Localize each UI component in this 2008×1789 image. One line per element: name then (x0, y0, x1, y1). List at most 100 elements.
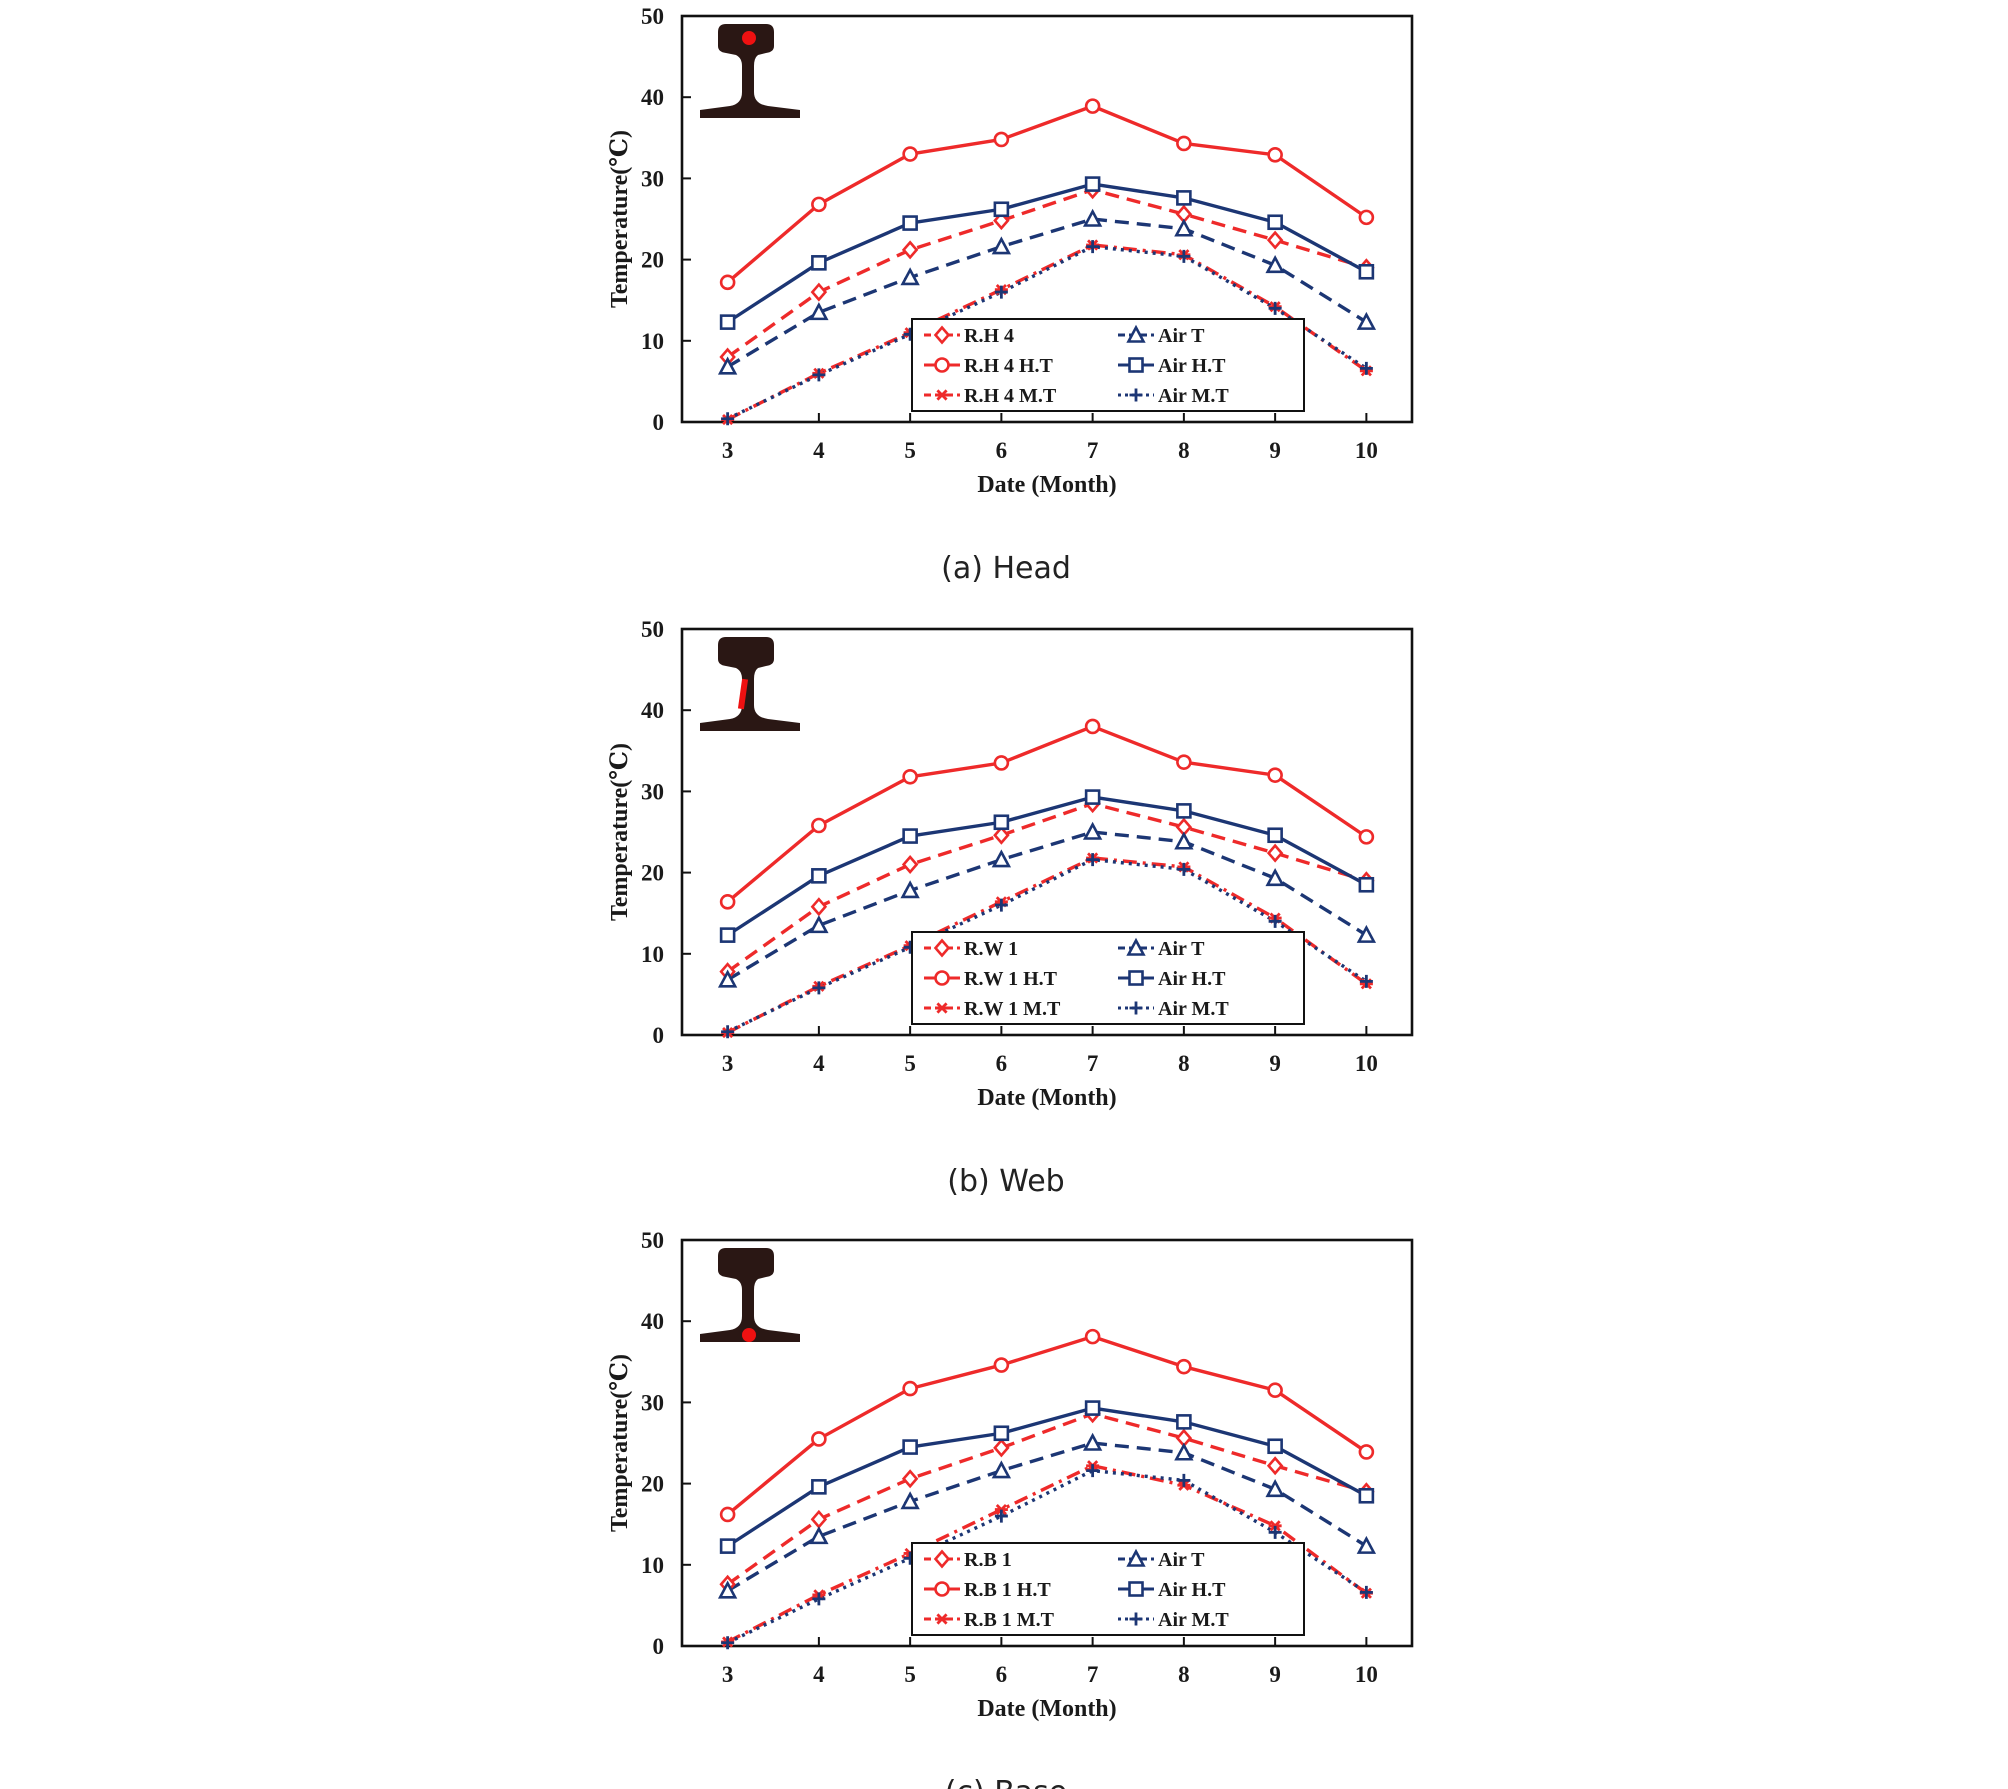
legend-label: Air T (1158, 1549, 1205, 1571)
series-line-4 (726, 1406, 1368, 1548)
series-line-2 (726, 217, 1368, 369)
data-point-3 (719, 274, 736, 291)
data-point-2 (1174, 218, 1194, 237)
x-tick-label: 3 (722, 1662, 734, 1687)
legend-marker (935, 1613, 949, 1625)
plot-frame (680, 1238, 1414, 1648)
x-tick-label: 8 (1178, 438, 1190, 463)
data-point-1 (901, 1469, 919, 1489)
data-point-2 (717, 1580, 738, 1599)
legend-label: R.B 1 H.T (964, 1579, 1051, 1601)
x-tick-label: 4 (813, 1662, 825, 1687)
data-point-2 (900, 267, 920, 286)
x-tick-label: 10 (1355, 1051, 1378, 1076)
data-point-2 (809, 915, 829, 934)
data-point-1 (901, 240, 919, 260)
data-point-6 (1177, 249, 1191, 263)
panel-caption: (c) Base (945, 1775, 1068, 1789)
data-point-3 (811, 817, 827, 834)
y-axis-label: Temperature(℃) (607, 743, 633, 921)
data-point-2 (717, 969, 738, 988)
x-tick-label: 6 (996, 438, 1008, 463)
data-point-2 (991, 849, 1012, 868)
x-tick-label: 8 (1178, 1662, 1190, 1687)
data-point-6 (1177, 1473, 1191, 1487)
data-point-4 (811, 1479, 827, 1495)
series-line-2 (726, 1441, 1368, 1593)
legend-label: R.W 1 (964, 938, 1018, 960)
data-point-4 (1084, 789, 1101, 805)
series-line-5 (726, 243, 1368, 422)
data-point-3 (1084, 1328, 1101, 1345)
y-tick-label: 20 (641, 248, 664, 273)
legend-label: Air H.T (1158, 355, 1226, 377)
y-tick-label: 50 (641, 617, 664, 642)
series-line-6 (726, 244, 1368, 421)
legend-label: R.B 1 (964, 1549, 1012, 1571)
data-point-2 (717, 356, 738, 375)
x-tick-label: 9 (1269, 438, 1281, 463)
data-point-6 (812, 981, 826, 995)
data-point-3 (1084, 718, 1101, 735)
legend-frame (911, 931, 1305, 1025)
data-point-4 (719, 927, 736, 943)
y-tick-label: 40 (641, 698, 664, 723)
series-line-1 (726, 1412, 1367, 1586)
data-point-6 (1268, 301, 1282, 315)
rail-profile-icon (700, 1248, 800, 1342)
sensor-base-marker (742, 1328, 756, 1342)
y-tick-label: 50 (641, 1228, 664, 1253)
panel-caption: (b) Web (947, 1164, 1064, 1199)
chart-panel-base: 0 10 20 30 40 50 3 4 5 6 7 8 9 10 Date (Month) Temperat… (607, 1228, 1414, 1789)
x-tick-label: 9 (1269, 1051, 1281, 1076)
data-point-2 (1265, 868, 1285, 887)
x-tick-label: 8 (1178, 1051, 1190, 1076)
data-point-2 (900, 1491, 920, 1510)
data-point-4 (993, 1425, 1010, 1442)
data-point-4 (1267, 1438, 1283, 1455)
x-axis-label: Date (Month) (977, 1085, 1116, 1111)
data-point-6 (1086, 240, 1100, 254)
data-point-3 (1267, 767, 1283, 783)
data-point-3 (1176, 135, 1192, 152)
data-point-1 (993, 825, 1010, 845)
y-tick-label: 10 (641, 1553, 664, 1578)
data-point-3 (902, 768, 918, 785)
sensor-head-marker (742, 31, 756, 45)
legend-marker (935, 389, 949, 401)
sensor-web-marker (737, 678, 749, 710)
data-point-3 (993, 131, 1010, 148)
series-line-3 (726, 1334, 1368, 1516)
series-line-3 (726, 104, 1368, 284)
legend-label: Air H.T (1158, 1579, 1226, 1601)
plot-frame (680, 14, 1414, 424)
data-point-4 (1358, 1487, 1375, 1504)
series-line-5 (726, 856, 1368, 1035)
x-tick-label: 7 (1087, 438, 1099, 463)
data-point-6 (721, 1025, 735, 1039)
legend-marker (1128, 1581, 1144, 1597)
data-point-6 (994, 1509, 1008, 1523)
y-tick-label: 20 (641, 1472, 664, 1497)
data-point-4 (811, 255, 827, 271)
data-point-1 (1266, 230, 1284, 250)
legend-label: R.H 4 H.T (964, 355, 1054, 377)
data-point-6 (1268, 914, 1282, 928)
legend-marker (1129, 1612, 1143, 1626)
legend-marker (1129, 1001, 1143, 1015)
y-tick-label: 0 (653, 410, 665, 435)
x-tick-label: 7 (1087, 1662, 1099, 1687)
data-point-2 (1082, 208, 1103, 227)
data-point-4 (902, 828, 918, 844)
data-point-4 (719, 314, 736, 330)
x-axis-label: Date (Month) (977, 1696, 1116, 1722)
legend-marker (934, 1581, 950, 1597)
legend-label: R.H 4 M.T (964, 385, 1057, 407)
data-point-6 (1177, 862, 1191, 876)
legend-label: R.B 1 M.T (964, 1609, 1055, 1631)
data-point-3 (1176, 1358, 1192, 1375)
data-point-2 (1082, 1432, 1103, 1451)
data-point-2 (1265, 255, 1285, 274)
data-point-4 (1176, 1414, 1192, 1430)
